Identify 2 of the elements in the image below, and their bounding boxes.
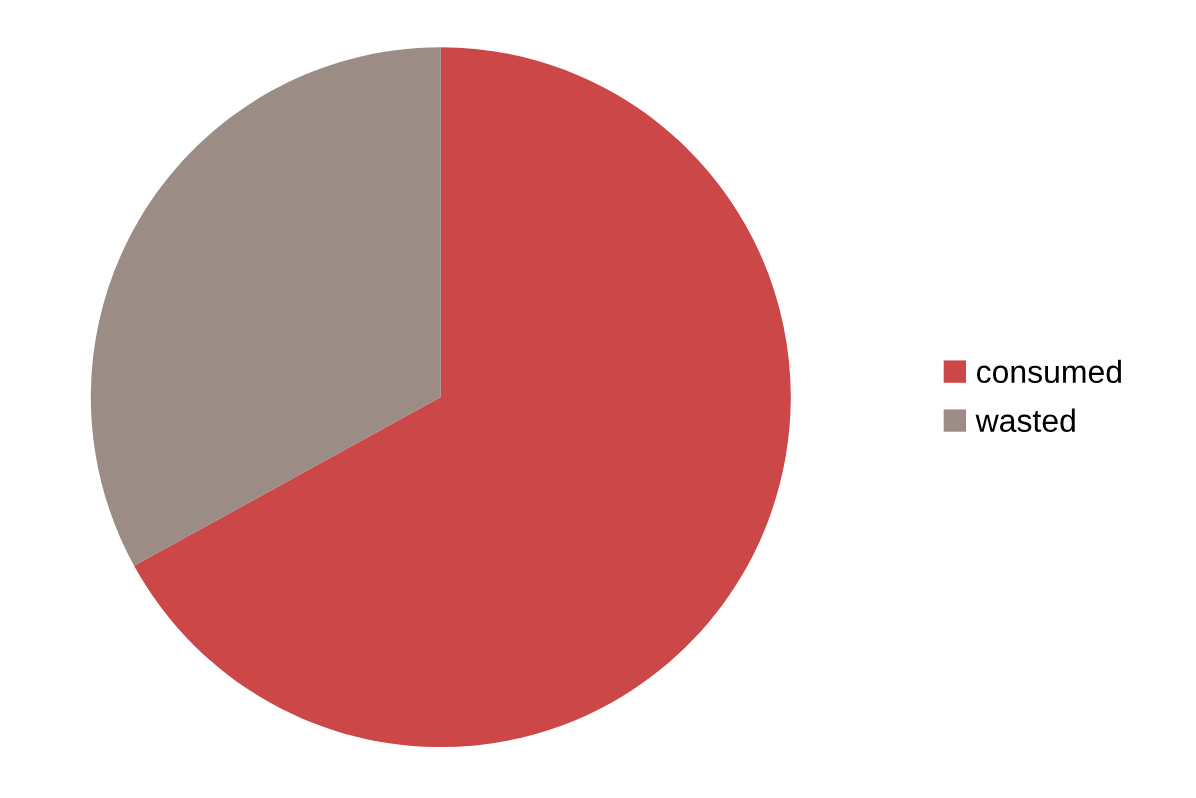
legend-label: wasted bbox=[975, 408, 1075, 433]
legend-label: consumed bbox=[976, 359, 1121, 384]
